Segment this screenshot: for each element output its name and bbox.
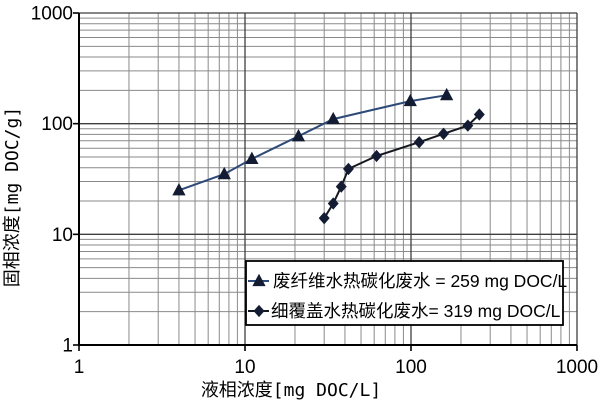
x-tick-label: 1	[74, 357, 85, 378]
x-tick-label: 10	[234, 357, 255, 378]
legend-label-fiber-wastewater: 废纤维水热碳化废水 = 259 mg DOC/L	[273, 271, 567, 291]
triangle-marker	[217, 166, 231, 180]
diamond-marker	[335, 180, 347, 193]
y-tick-label: 10	[52, 225, 73, 246]
diamond-marker	[318, 212, 330, 225]
diamond-legend-marker	[253, 304, 265, 318]
diamond-marker	[473, 108, 485, 121]
diamond-marker	[327, 197, 339, 210]
legend-key-diamond	[248, 304, 269, 318]
legend-box	[245, 260, 564, 326]
x-tick-label: 1000	[556, 357, 598, 378]
diamond-marker	[371, 149, 383, 163]
diamond-marker	[462, 119, 474, 132]
triangle-marker	[172, 183, 186, 196]
diamond-marker	[438, 127, 449, 140]
legend-label-cover-wastewater: 细覆盖水热碳化废水= 319 mg DOC/L	[271, 301, 561, 321]
triangle-marker	[440, 87, 454, 101]
axes	[73, 12, 578, 351]
x-tick-label: 100	[395, 357, 427, 378]
diamond-marker	[413, 136, 425, 149]
y-axis-title: 固相浓度[mg DOC/g]	[2, 107, 23, 287]
tick-labels: 1 10 100 1000 1 10 100 1000	[31, 4, 598, 379]
y-tick-label: 100	[41, 114, 73, 135]
y-tick-label: 1000	[31, 4, 73, 25]
y-tick-label: 1	[62, 336, 73, 357]
x-axis-title: 液相浓度[mg DOC/L]	[201, 380, 381, 401]
legend-key-triangle	[248, 273, 269, 287]
diamond-marker	[342, 162, 354, 176]
triangle-marker	[291, 128, 306, 142]
triangle-marker	[245, 151, 259, 165]
triangle-legend-marker	[252, 273, 266, 287]
data-series	[172, 87, 485, 225]
legend: 废纤维水热碳化废水 = 259 mg DOC/L 细覆盖水热碳化废水= 319 …	[245, 260, 567, 326]
triangle-marker	[403, 93, 417, 107]
triangle-marker	[326, 111, 340, 125]
